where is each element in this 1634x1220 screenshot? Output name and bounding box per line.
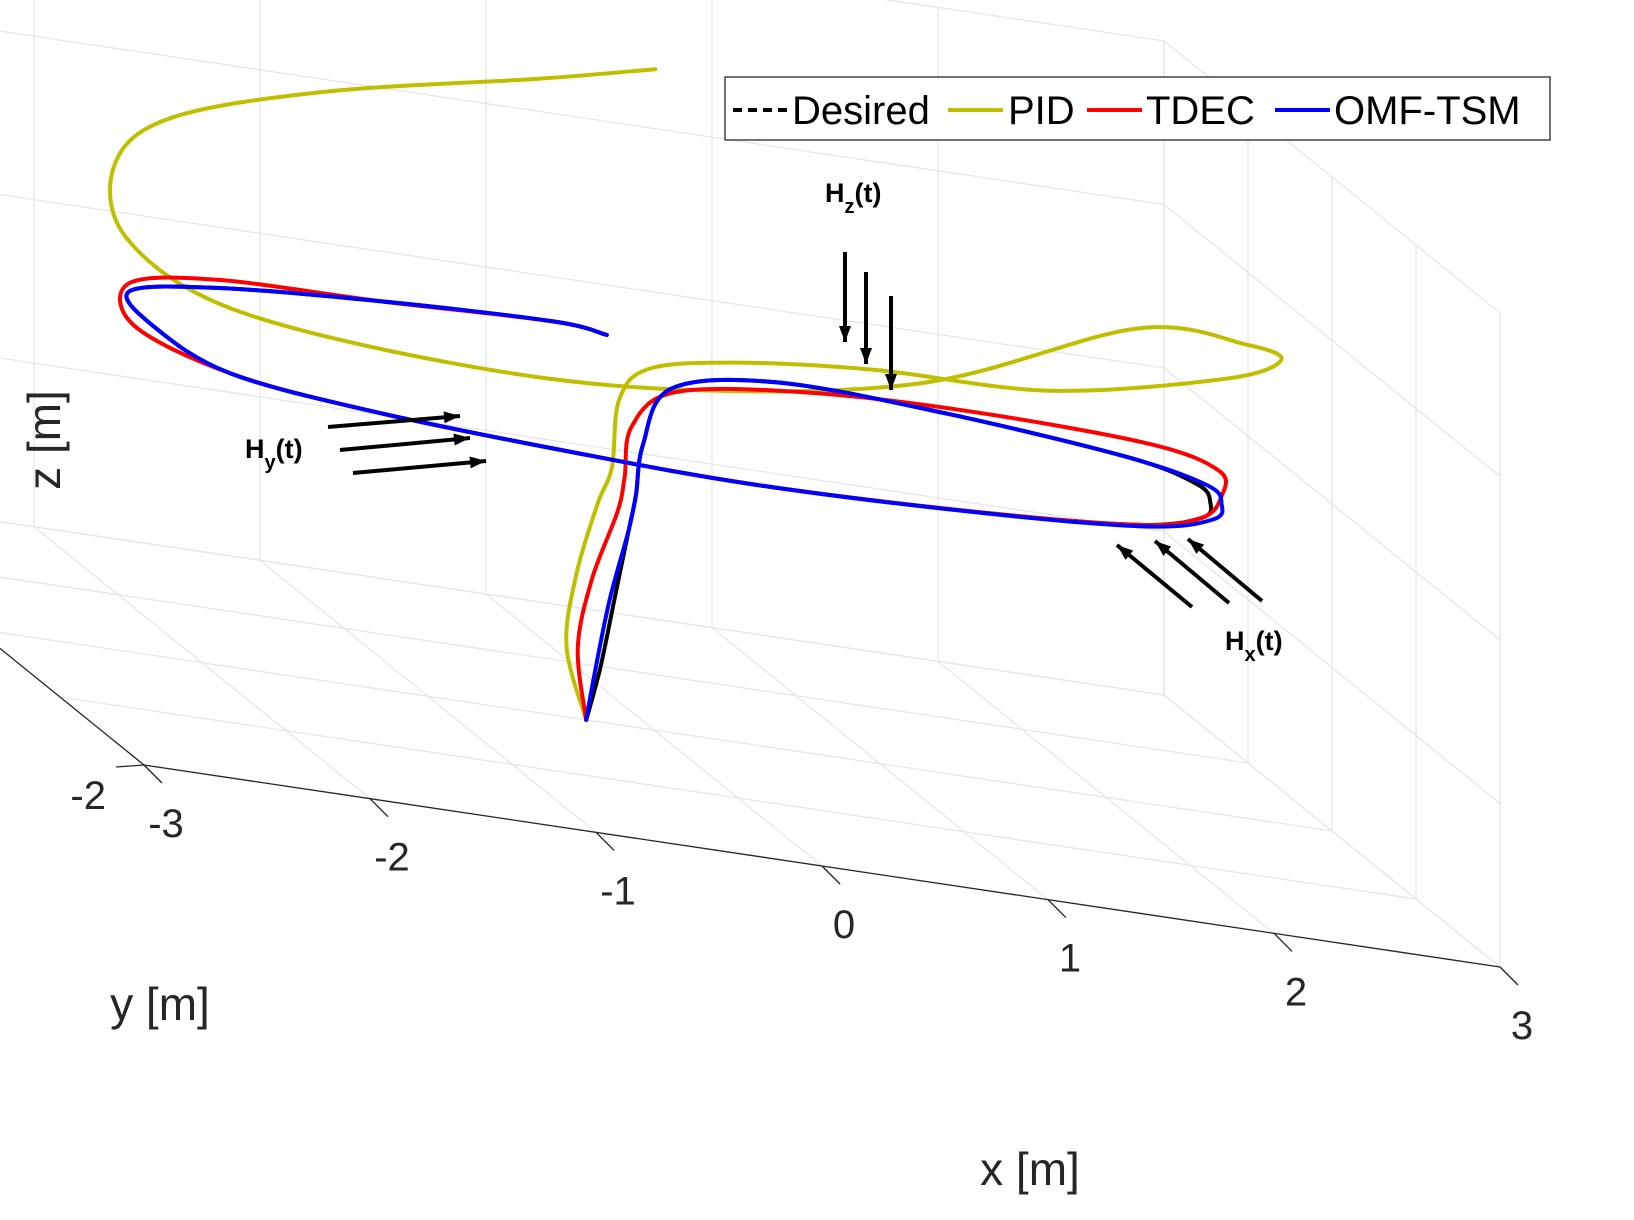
grid-line-side-z [1163, 530, 1501, 805]
grid-line-back-z [884, 0, 1165, 42]
x-tick-label: 1 [1059, 937, 1081, 981]
grid-line-floor-y [0, 631, 1333, 832]
hx-arrow-3-shaft [1186, 537, 1264, 603]
hz-arrow-3 [885, 296, 897, 390]
hy-arrow-1-head [443, 411, 460, 424]
hx-arrow-2-shaft [1153, 539, 1231, 605]
grid-line-floor-y [0, 576, 1249, 764]
series-group [108, 67, 1284, 722]
grid-line-floor-y [59, 696, 1417, 900]
annotation-hz: Hz(t) [825, 178, 881, 218]
x-tick-mark [143, 764, 163, 784]
hz-arrow-1 [839, 252, 851, 342]
hy-arrow-3-head [469, 456, 486, 469]
hy-arrow-2-shaft [339, 436, 471, 452]
hx-arrow-3 [1186, 537, 1264, 603]
legend-label-omf-tsm: OMF-TSM [1334, 89, 1521, 133]
hx-arrow-3-head [1188, 539, 1205, 554]
hz-arrow-1-head [839, 326, 851, 342]
x-tick-mark [595, 831, 615, 851]
series-line-omf-tsm [124, 284, 1225, 722]
grid-line-back-z [0, 520, 1165, 696]
series-line-pid [108, 67, 1284, 722]
hz-arrow-3-head [885, 374, 897, 390]
grid-line-floor-x [0, 647, 145, 766]
x-tick-mark [1047, 899, 1067, 919]
grid [0, 0, 1501, 968]
annotation-hy: Hy(t) [245, 434, 303, 474]
x-tick-label: -1 [600, 869, 636, 913]
hz-arrow-2-head [860, 348, 872, 364]
y-tick-label: -2 [70, 774, 106, 818]
grid-line-back-z [0, 357, 1165, 533]
hy-arrow-1 [327, 411, 461, 429]
x-tick-mark [1273, 932, 1293, 952]
grid-line-back-z [0, 193, 1165, 369]
series-line-tdec [118, 275, 1228, 722]
legend: Desired PID TDEC OMF-TSM [724, 76, 1551, 141]
y-tick-mark [115, 764, 145, 768]
x-tick-mark [821, 865, 841, 885]
grid-line-floor-y [0, 520, 1165, 696]
annotation-hx: Hx(t) [1225, 626, 1283, 666]
hx-arrow-1-head [1117, 545, 1134, 560]
axes [0, 647, 1519, 986]
x-tick-label: -3 [148, 802, 184, 846]
hy-arrow-3-shaft [352, 459, 487, 475]
x-tick-label: 3 [1511, 1004, 1533, 1048]
z-axis-label: z [m] [18, 390, 70, 490]
disturbance-arrows [327, 252, 1264, 609]
hz-arrow-2 [860, 272, 872, 364]
hy-arrow-3 [352, 456, 487, 475]
x-tick-label: 2 [1285, 970, 1307, 1014]
y-axis-label: y [m] [110, 978, 210, 1030]
grid-line-side-z [1163, 367, 1501, 641]
hy-arrow-2-head [453, 433, 470, 446]
legend-label-pid: PID [1008, 89, 1075, 133]
hy-arrow-1-shaft [327, 414, 461, 429]
grid-line-back-z [0, 30, 1165, 206]
hx-arrow-1-shaft [1115, 543, 1194, 609]
grid-line-side-z [1163, 203, 1501, 478]
x-tick-label: -2 [374, 836, 410, 880]
y-axis-line [0, 647, 145, 766]
legend-label-desired: Desired [792, 89, 930, 133]
grid-line-side-z [1163, 694, 1501, 968]
legend-label-tdec: TDEC [1146, 89, 1255, 133]
hy-arrow-2 [339, 433, 471, 452]
hx-arrow-2 [1153, 539, 1231, 605]
x-tick-mark [1499, 966, 1519, 986]
hx-arrow-1 [1115, 543, 1194, 609]
x-tick-label: 0 [833, 903, 855, 947]
hx-arrow-2-head [1155, 541, 1172, 556]
x-tick-mark [369, 798, 389, 818]
x-axis-label: x [m] [980, 1143, 1080, 1195]
